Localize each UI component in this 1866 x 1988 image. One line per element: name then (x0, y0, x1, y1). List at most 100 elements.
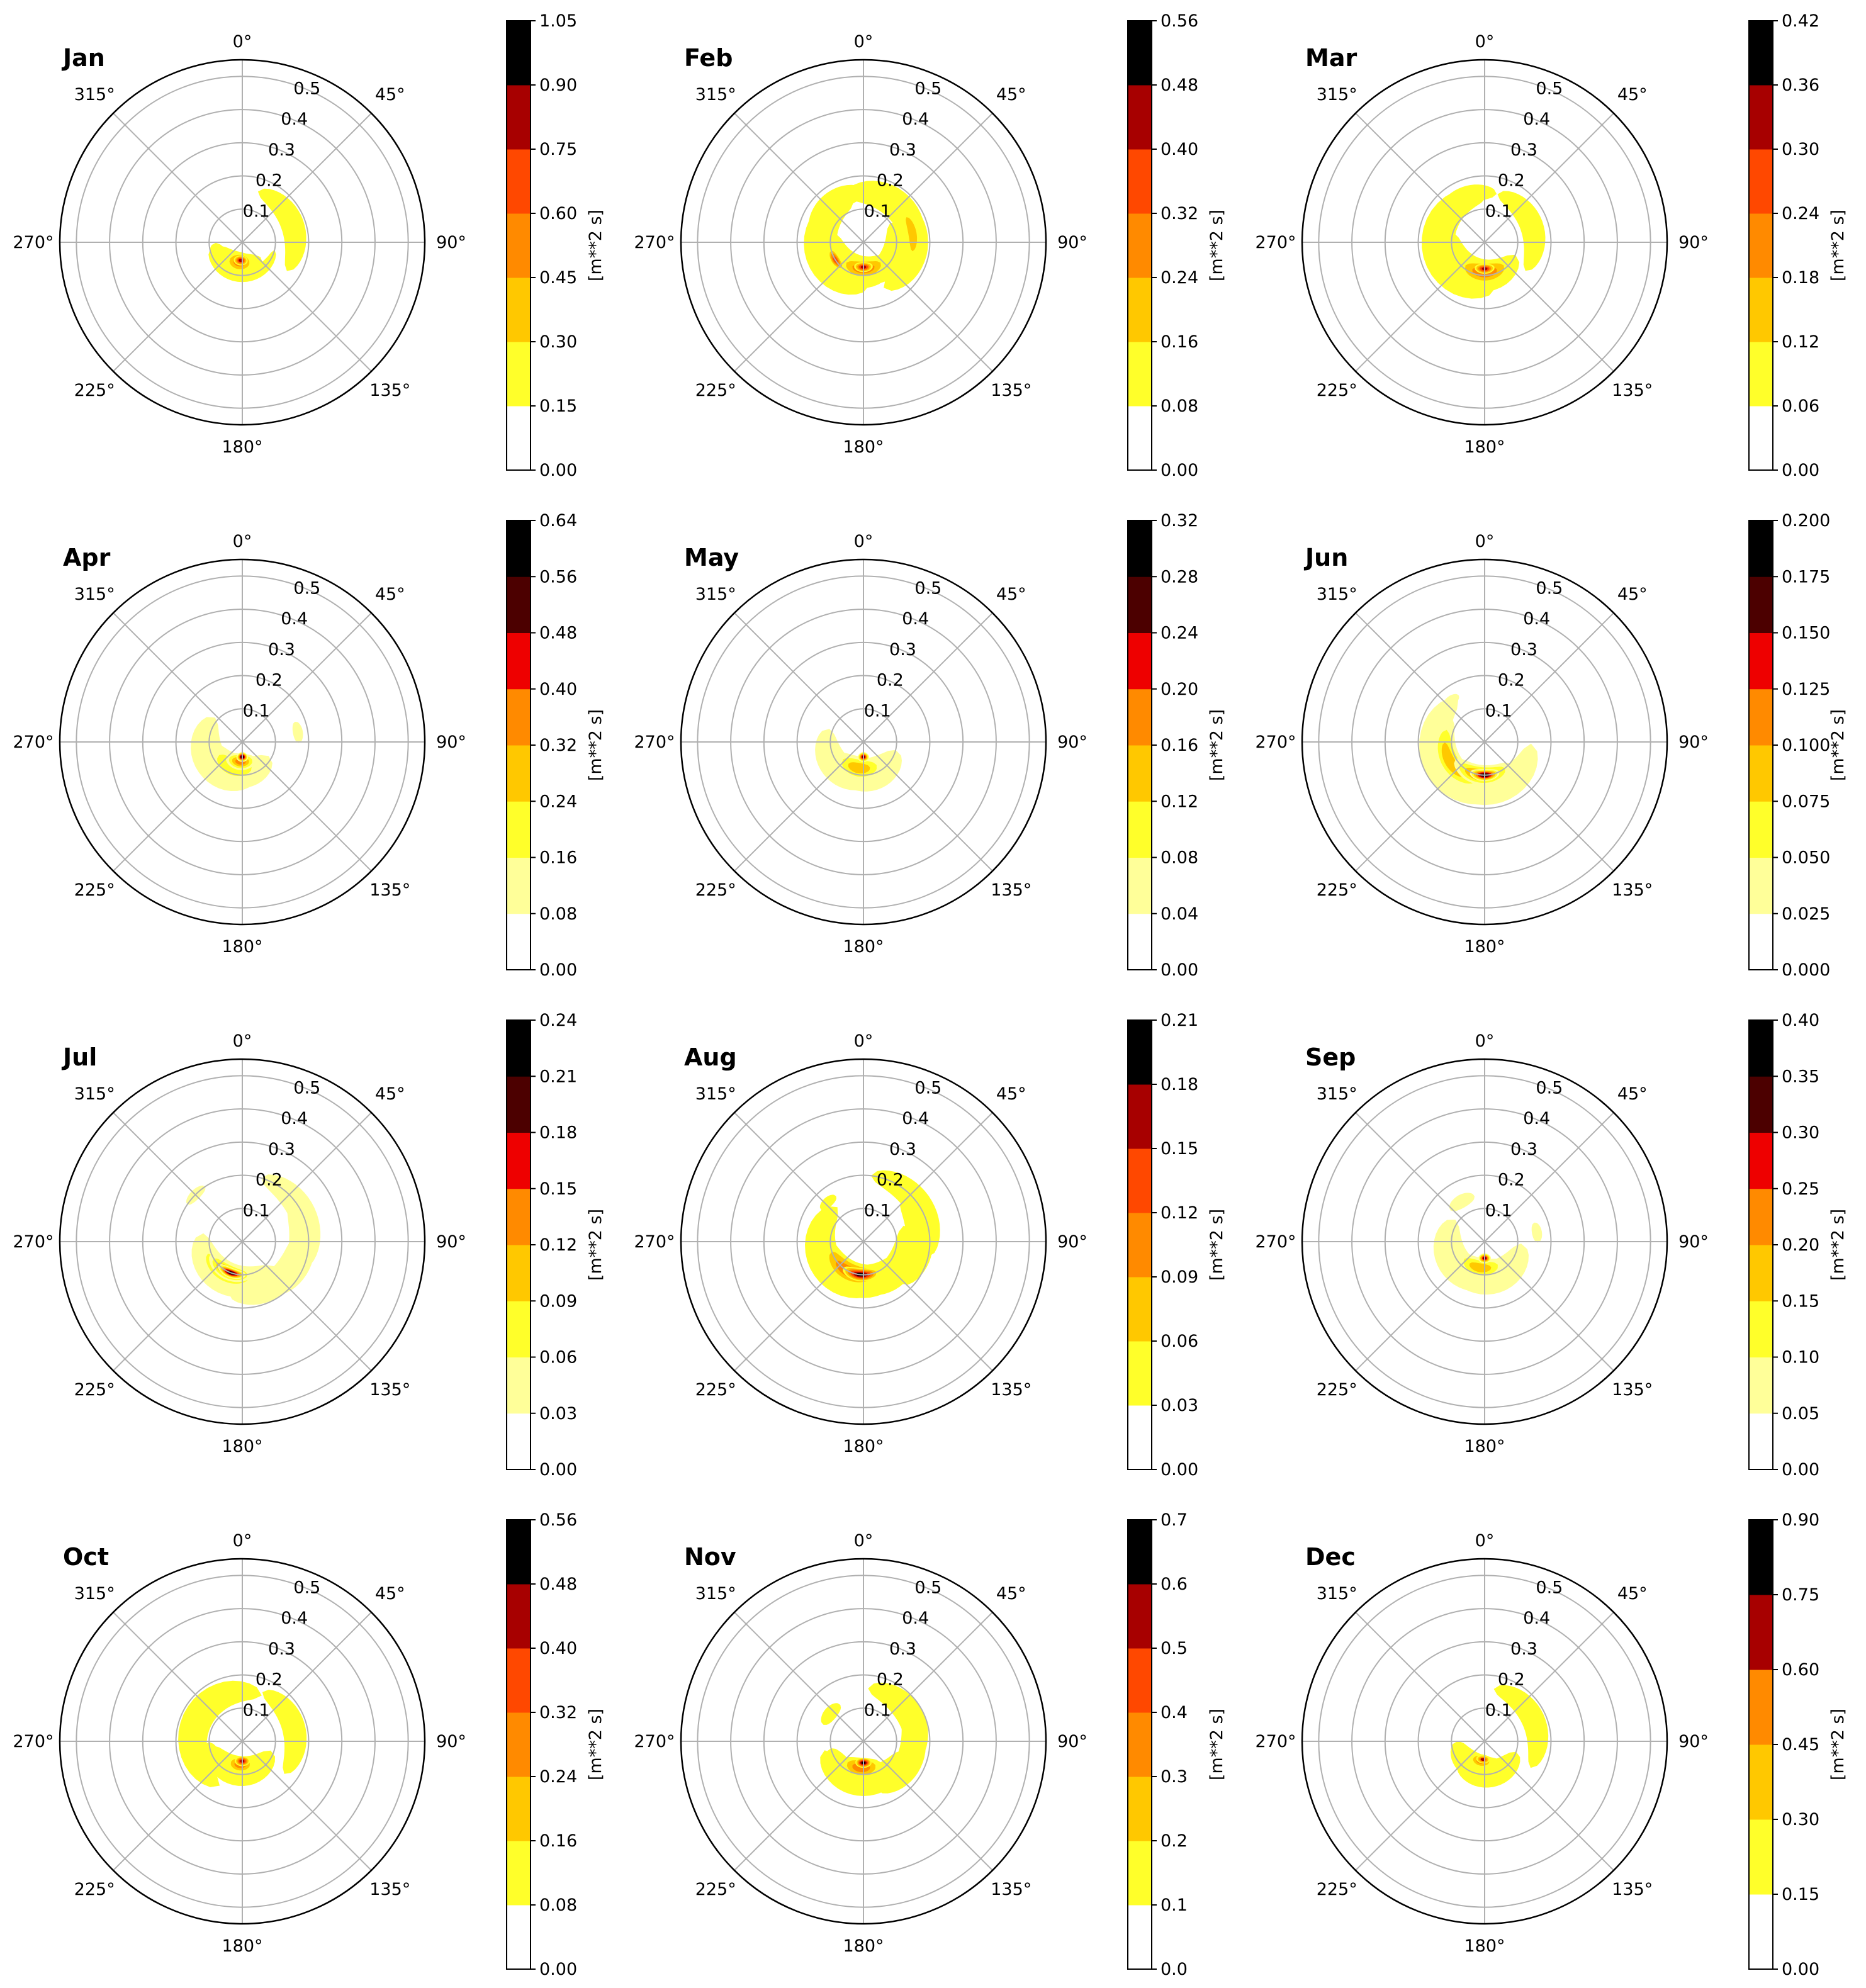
colorbar-tick-label: 0.12 (1782, 332, 1819, 352)
angle-tick-label: 135° (991, 1880, 1031, 1899)
panel-title-dec: Dec (1305, 1543, 1356, 1571)
contour-fill (1450, 1685, 1549, 1788)
angular-gridline (113, 612, 243, 743)
polar-frame (59, 1558, 426, 1925)
radial-tick-label: 0.2 (256, 171, 283, 191)
angle-tick-label: 225° (1317, 880, 1357, 900)
colorbar-segment (1749, 801, 1773, 858)
radial-tick-label: 0.1 (243, 1700, 270, 1720)
contour-blob-0-level-1 (1497, 191, 1546, 271)
colorbar-segment (1749, 1595, 1773, 1670)
colorbar-tick-label: 0.24 (539, 1011, 577, 1030)
colorbar-tick-label: 0.00 (1161, 960, 1198, 980)
colorbar-tick-label: 0.15 (539, 396, 577, 416)
colorbar-segment (1128, 1084, 1152, 1149)
contour-fill (1422, 184, 1546, 299)
angle-tick-label: 180° (222, 1437, 262, 1456)
radial-tick-label: 0.2 (1498, 171, 1525, 191)
radial-tick-label: 0.2 (877, 171, 904, 191)
colorbar-tick-label: 0.00 (1782, 1960, 1819, 1979)
panel-title-mar: Mar (1305, 44, 1357, 72)
colorbar-segment (1749, 1188, 1773, 1245)
colorbar-segment (1749, 1076, 1773, 1133)
angle-tick-label: 315° (1317, 585, 1357, 604)
radial-tick-label: 0.1 (1485, 201, 1512, 221)
polar-frame (59, 558, 426, 926)
colorbar-segment (1128, 149, 1152, 214)
angle-tick-label: 135° (1612, 1880, 1653, 1899)
panel-title-apr: Apr (63, 544, 111, 571)
angular-gridline (863, 242, 993, 372)
colorbar-segment (507, 1520, 531, 1585)
radial-tick-label: 0.4 (1523, 1609, 1550, 1628)
colorbar-label: [m**2 s] (586, 210, 605, 281)
angle-tick-label: 180° (1464, 937, 1505, 957)
polar-frame (1301, 1058, 1668, 1425)
radial-tick-label: 0.3 (1510, 1140, 1537, 1159)
angle-tick-label: 90° (1678, 1732, 1709, 1751)
angular-gridline (734, 1612, 864, 1742)
angle-tick-label: 0° (854, 32, 874, 52)
radial-tick-label: 0.5 (1536, 1578, 1563, 1597)
radial-tick-label: 0.1 (864, 1700, 891, 1720)
angle-tick-label: 0° (1475, 1531, 1495, 1551)
radial-tick-label: 0.1 (864, 201, 891, 221)
colorbar-segment (507, 149, 531, 214)
colorbar-tick-label: 0.56 (539, 567, 577, 587)
panel-title-aug: Aug (684, 1043, 737, 1071)
colorbar-tick-label: 0.050 (1782, 848, 1830, 868)
colorbar-tick-label: 0.30 (1782, 1810, 1819, 1829)
angle-tick-label: 315° (74, 1084, 115, 1104)
colorbar-segment (1749, 857, 1773, 914)
radial-tick-label: 0.3 (889, 1639, 916, 1659)
colorbar-tick-label: 0.1 (1161, 1895, 1188, 1915)
angle-tick-label: 180° (843, 1936, 884, 1956)
radial-tick-label: 0.4 (281, 609, 308, 629)
contour-fill (186, 1174, 321, 1305)
colorbar-tick-label: 0.64 (539, 511, 577, 531)
colorbar-tick-label: 0.09 (1161, 1267, 1198, 1287)
colorbar-segment (1128, 278, 1152, 342)
angular-gridline (113, 741, 243, 872)
colorbar-segment (507, 1841, 531, 1906)
angle-tick-label: 135° (369, 381, 410, 400)
colorbar-segment (507, 1357, 531, 1414)
angle-tick-label: 180° (222, 937, 262, 957)
angle-tick-label: 90° (436, 1232, 466, 1252)
colorbar-segment (1749, 406, 1773, 471)
angle-tick-label: 270° (13, 1732, 53, 1751)
colorbar-segment (507, 688, 531, 746)
colorbar-segment (1749, 576, 1773, 633)
angular-gridline (1355, 1112, 1485, 1242)
radial-tick-label: 0.1 (243, 701, 270, 721)
colorbar-frame (506, 20, 531, 471)
angular-gridline (863, 1112, 993, 1242)
colorbar-segment (507, 1301, 531, 1357)
radial-tick-label: 0.4 (1523, 609, 1550, 629)
angle-tick-label: 315° (74, 85, 115, 104)
radial-tick-label: 0.1 (864, 701, 891, 721)
panel-dec: 0.1 0.2 0.3 0.4 0.5 0° 45° 90° 135° 180° 225° 270° 3… (1255, 1510, 1848, 1979)
colorbar-tick-label: 0.3 (1161, 1767, 1188, 1787)
angle-tick-label: 270° (634, 1732, 675, 1751)
polar-frame (1301, 1558, 1668, 1925)
colorbar-tick-label: 0.125 (1782, 680, 1830, 699)
angular-gridline (734, 113, 864, 243)
angle-tick-label: 135° (369, 1380, 410, 1400)
angle-tick-label: 180° (1464, 1437, 1505, 1456)
colorbar-segment (1749, 1301, 1773, 1357)
angle-tick-label: 270° (1255, 733, 1296, 752)
contour-blob-3-level-1 (821, 1703, 841, 1725)
angle-tick-label: 225° (74, 1880, 115, 1899)
colorbar-segment (1128, 857, 1152, 914)
colorbar-tick-label: 0.08 (539, 904, 577, 924)
contour-blob-0-level-1 (1493, 1685, 1549, 1768)
colorbar-frame (1127, 1019, 1152, 1470)
colorbar-segment (1128, 913, 1152, 970)
angle-tick-label: 225° (695, 1380, 736, 1400)
angle-tick-label: 45° (375, 1584, 405, 1603)
colorbar-tick-label: 0.000 (1782, 960, 1830, 980)
panel-title-may: May (684, 544, 739, 571)
angular-gridline (1484, 242, 1614, 372)
